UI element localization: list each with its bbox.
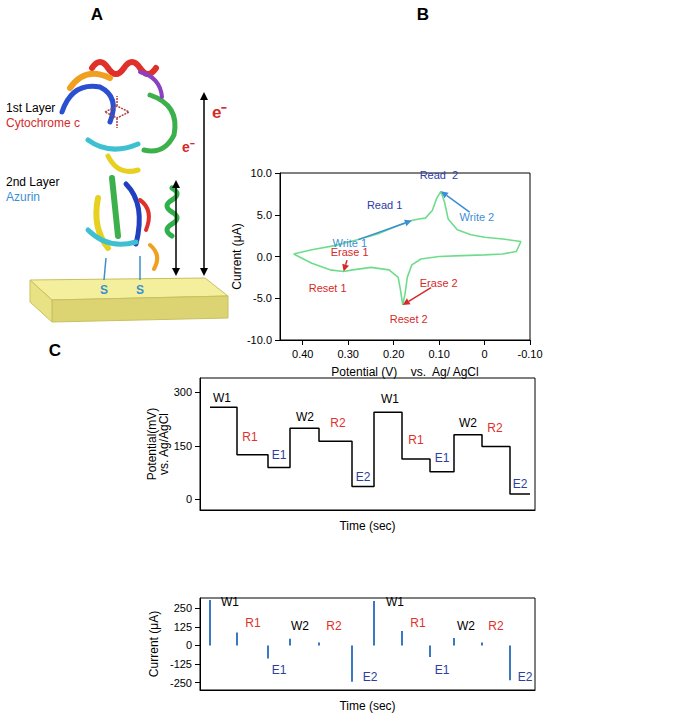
svg-text:-10.0: -10.0 [247,334,272,346]
svg-text:R2: R2 [487,421,503,435]
svg-text:E2: E2 [518,670,533,684]
svg-text:R2: R2 [488,619,504,633]
svg-text:Cytochrome c: Cytochrome c [6,116,80,130]
svg-text:Write 2: Write 2 [460,211,495,223]
svg-text:E2: E2 [363,670,378,684]
svg-text:S: S [100,283,108,297]
svg-text:1st Layer: 1st Layer [6,101,55,115]
svg-text:125: 125 [174,621,192,633]
svg-text:10.0: 10.0 [251,167,272,179]
svg-text:R2: R2 [330,416,346,430]
svg-text:e⁻: e⁻ [212,103,227,122]
svg-text:E2: E2 [356,470,371,484]
svg-text:W1: W1 [213,391,231,405]
svg-text:R1: R1 [408,433,424,447]
svg-text:0.40: 0.40 [292,348,313,360]
svg-text:Read 1: Read 1 [367,199,402,211]
svg-text:E1: E1 [272,663,287,677]
svg-text:0: 0 [186,493,192,505]
svg-text:R1: R1 [410,616,426,630]
svg-text:B: B [417,5,429,24]
svg-text:Reset 1: Reset 1 [309,282,347,294]
svg-text:0.30: 0.30 [337,348,358,360]
svg-text:e⁻: e⁻ [182,139,195,155]
svg-text:Azurin: Azurin [6,190,40,204]
svg-text:W1: W1 [381,392,399,406]
svg-text:W2: W2 [459,416,477,430]
svg-text:S: S [136,283,144,297]
svg-text:5.0: 5.0 [257,209,272,221]
svg-text:-5.0: -5.0 [253,292,272,304]
svg-text:Read 2: Read 2 [420,169,459,181]
svg-text:E1: E1 [435,451,450,465]
svg-text:Time (sec): Time (sec) [339,519,395,533]
svg-text:A: A [91,5,103,24]
svg-text:-125: -125 [170,658,192,670]
svg-text:2nd Layer: 2nd Layer [6,175,59,189]
svg-text:vs. Ag/AgCl: vs. Ag/AgCl [157,413,171,475]
svg-text:0: 0 [186,639,192,651]
svg-text:Write 1: Write 1 [332,236,368,249]
svg-text:150: 150 [174,440,192,452]
svg-text:C: C [49,341,61,360]
svg-text:-250: -250 [170,677,192,689]
svg-text:Erase 1: Erase 1 [331,246,369,258]
svg-text:Potential(mV): Potential(mV) [144,407,159,481]
svg-text:Current (μA): Current (μA) [230,223,244,289]
svg-text:Current (μA): Current (μA) [147,611,161,677]
svg-text:250: 250 [174,602,192,614]
svg-text:Time (sec): Time (sec) [339,699,395,713]
svg-text:E2: E2 [513,477,528,491]
svg-text:R2: R2 [326,619,342,633]
svg-text:0.10: 0.10 [428,348,449,360]
svg-text:R1: R1 [242,430,258,444]
svg-text:W1: W1 [386,595,404,609]
svg-text:0.0: 0.0 [257,251,272,263]
svg-text:Erase 2: Erase 2 [420,277,458,289]
svg-text:Potential (V) vs. Ag/ AgCl: Potential (V) vs. Ag/ AgCl [331,365,478,379]
svg-text:W2: W2 [457,619,475,633]
svg-text:Reset 2: Reset 2 [390,313,428,325]
svg-text:W2: W2 [296,410,314,424]
svg-text:0.20: 0.20 [383,348,404,360]
svg-text:W1: W1 [221,595,239,609]
svg-text:E1: E1 [435,663,450,677]
svg-text:W2: W2 [291,619,309,633]
svg-text:300: 300 [174,386,192,398]
svg-text:E1: E1 [272,448,287,462]
svg-text:0: 0 [481,348,487,360]
svg-text:-0.10: -0.10 [517,348,542,360]
svg-text:R1: R1 [245,616,261,630]
